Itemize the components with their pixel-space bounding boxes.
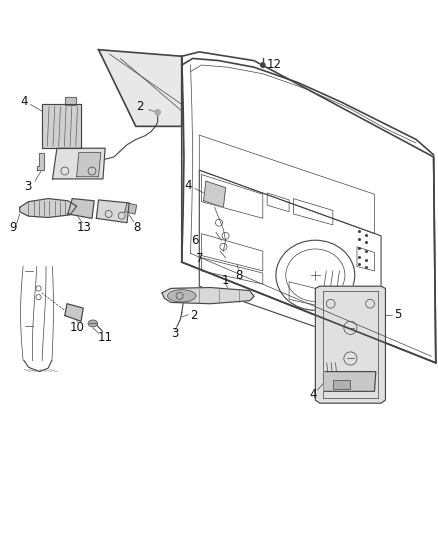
- Text: 7: 7: [195, 252, 203, 265]
- Polygon shape: [77, 152, 101, 177]
- Circle shape: [155, 110, 160, 115]
- Bar: [65, 98, 76, 106]
- Polygon shape: [53, 148, 105, 179]
- Text: 12: 12: [266, 58, 281, 71]
- Text: 8: 8: [235, 269, 242, 282]
- Text: 1: 1: [222, 274, 230, 287]
- Bar: [333, 379, 350, 389]
- Polygon shape: [96, 200, 129, 223]
- Text: 3: 3: [172, 327, 179, 340]
- Polygon shape: [204, 181, 226, 207]
- Text: 8: 8: [133, 221, 140, 233]
- Ellipse shape: [167, 290, 196, 302]
- Polygon shape: [20, 199, 77, 217]
- Text: 5: 5: [394, 308, 401, 321]
- Text: 4: 4: [184, 179, 192, 191]
- Text: 11: 11: [98, 331, 113, 344]
- Text: 13: 13: [77, 221, 92, 234]
- Polygon shape: [162, 287, 254, 304]
- Polygon shape: [42, 104, 81, 148]
- Text: 4: 4: [20, 95, 28, 108]
- Text: 2: 2: [136, 100, 144, 113]
- Circle shape: [261, 63, 265, 67]
- Polygon shape: [324, 372, 376, 391]
- Text: 3: 3: [24, 180, 31, 193]
- Polygon shape: [65, 304, 83, 321]
- Bar: [65, 98, 76, 106]
- Text: 6: 6: [191, 233, 199, 247]
- Text: 4: 4: [309, 388, 317, 401]
- Text: 2: 2: [190, 309, 198, 322]
- Polygon shape: [315, 286, 385, 403]
- Polygon shape: [125, 203, 137, 214]
- Polygon shape: [99, 50, 182, 126]
- Text: 10: 10: [70, 321, 85, 334]
- Ellipse shape: [88, 320, 98, 327]
- Text: 9: 9: [9, 221, 17, 235]
- Polygon shape: [68, 199, 94, 219]
- Polygon shape: [37, 152, 44, 170]
